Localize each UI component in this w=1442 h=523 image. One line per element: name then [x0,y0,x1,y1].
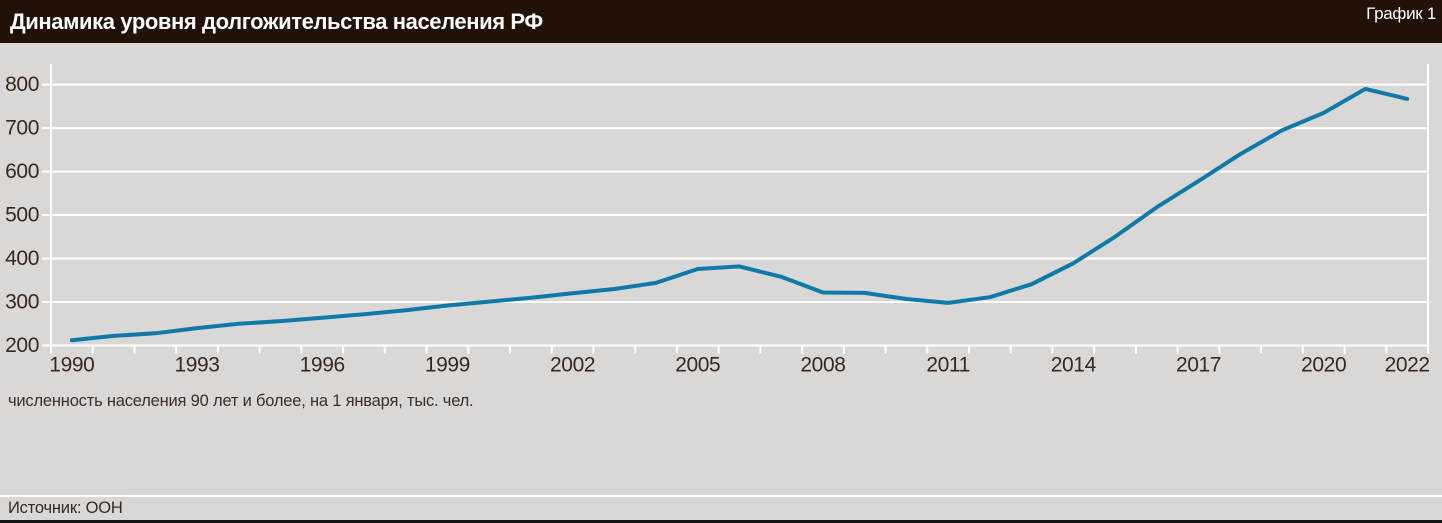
x-tick-label: 2014 [1051,354,1097,377]
x-tick-label: 2011 [926,354,970,377]
y-tick-label: 200 [5,334,39,357]
y-tick-label: 400 [5,247,39,270]
x-tick-label: 2002 [550,354,595,377]
x-tick-label: 2017 [1176,354,1221,377]
x-tick-label: 1996 [300,354,345,377]
y-tick-label: 800 [5,73,39,96]
header-bar: Динамика уровня долгожительства населени… [0,0,1442,43]
y-tick-label: 700 [5,117,39,140]
figure-label: График 1 [1366,4,1436,23]
source-note: Источник: ООН [8,499,123,517]
y-tick-label: 600 [5,160,39,183]
x-tick-label: 2008 [800,354,845,377]
x-tick-label: 2005 [675,354,720,377]
x-tick-label: 1990 [49,354,94,377]
y-tick-label: 500 [5,204,39,227]
bottom-border [0,520,1442,523]
x-tick-label: 2020 [1301,354,1346,377]
chart-caption: численность населения 90 лет и более, на… [8,392,474,410]
page-title: Динамика уровня долгожительства населени… [10,8,543,34]
x-tick-label: 2022 [1385,354,1430,377]
series-line [69,86,1410,343]
y-tick-label: 300 [5,291,39,314]
x-tick-label: 1999 [425,354,470,377]
footer-separator [0,495,1442,497]
x-tick-label: 1993 [174,354,219,377]
